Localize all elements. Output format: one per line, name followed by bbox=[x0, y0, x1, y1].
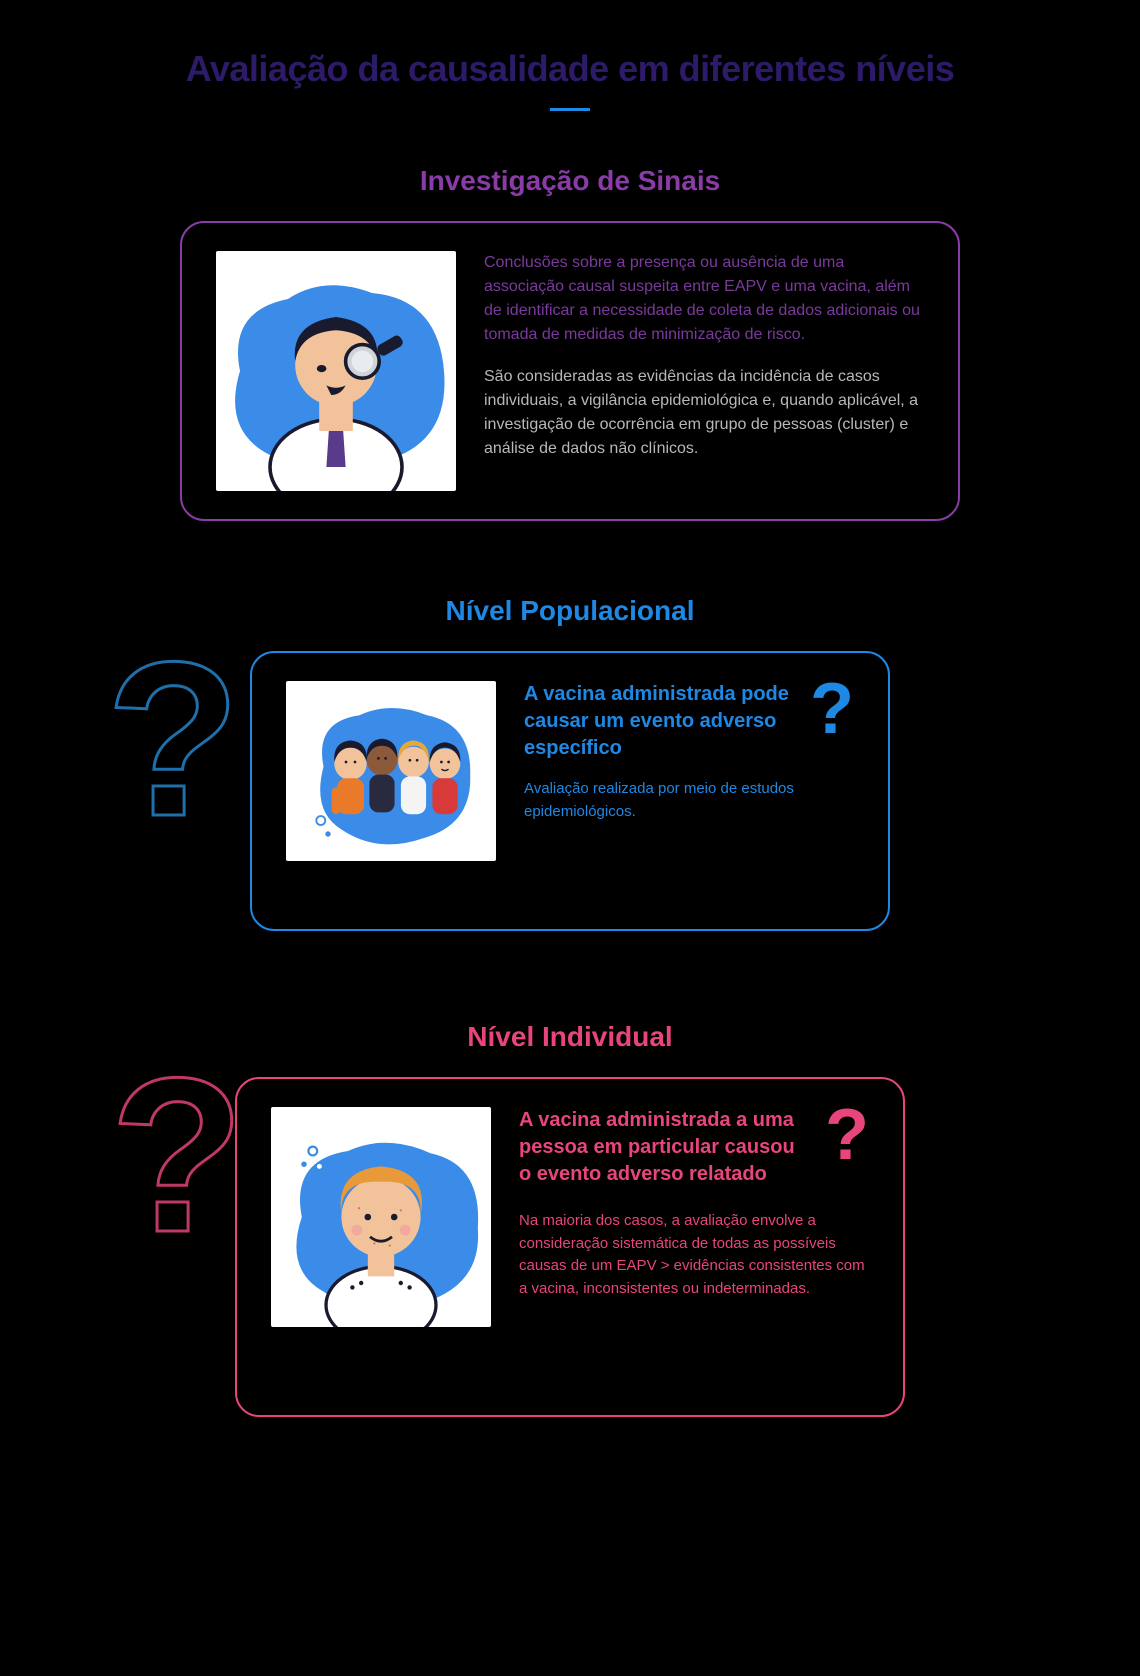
illustration-group bbox=[286, 681, 496, 861]
title-underline bbox=[550, 108, 590, 111]
section-population: Nível Populacional ? bbox=[0, 595, 1140, 931]
section-individual: Nível Individual ? bbox=[0, 1021, 1140, 1417]
card-population: A vacina administrada pode causar um eve… bbox=[250, 651, 890, 931]
page-title: Avaliação da causalidade em diferentes n… bbox=[0, 0, 1140, 90]
illustration-person bbox=[271, 1107, 491, 1327]
card-text-signals: Conclusões sobre a presença ou ausência … bbox=[484, 251, 924, 461]
question-mark-big-population: ? bbox=[106, 651, 228, 827]
person-svg bbox=[271, 1107, 491, 1327]
card-individual: A vacina administrada a uma pessoa em pa… bbox=[235, 1077, 905, 1417]
individual-paragraph-1: Na maioria dos casos, a avaliação envolv… bbox=[519, 1210, 869, 1300]
population-paragraph-1: Avaliação realizada por meio de estudos … bbox=[524, 778, 854, 823]
scientist-svg bbox=[216, 251, 456, 491]
illustration-scientist bbox=[216, 251, 456, 491]
population-question: A vacina administrada pode causar um eve… bbox=[524, 681, 792, 762]
signals-paragraph-2: São consideradas as evidências da incidê… bbox=[484, 365, 924, 461]
question-mark-small-population: ? bbox=[810, 681, 854, 739]
section-signals: Investigação de Sinais C bbox=[0, 165, 1140, 521]
card-text-population: A vacina administrada pode causar um eve… bbox=[524, 681, 854, 823]
individual-question: A vacina administrada a uma pessoa em pa… bbox=[519, 1107, 807, 1188]
question-mark-small-individual: ? bbox=[825, 1107, 869, 1165]
section-title-signals: Investigação de Sinais bbox=[0, 165, 1140, 197]
card-text-individual: A vacina administrada a uma pessoa em pa… bbox=[519, 1107, 869, 1300]
question-mark-big-individual: ? bbox=[110, 1067, 232, 1243]
card-signals: Conclusões sobre a presença ou ausência … bbox=[180, 221, 960, 521]
group-svg bbox=[286, 681, 496, 861]
signals-paragraph-1: Conclusões sobre a presença ou ausência … bbox=[484, 251, 924, 347]
